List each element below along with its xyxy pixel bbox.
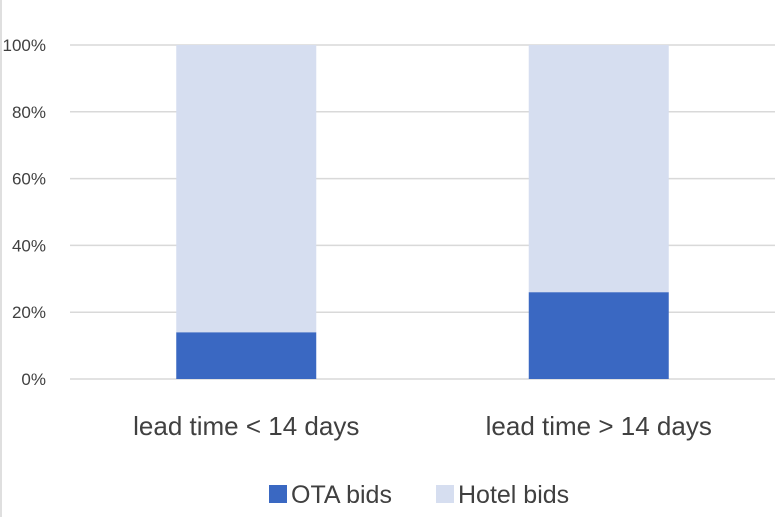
bar-hotel-bids-1 [528,45,669,293]
x-category-label-0: lead time < 14 days [133,411,359,441]
y-tick-label-0: 0% [21,370,46,389]
y-tick-label-40: 40% [12,236,46,255]
bar-hotel-bids-0 [176,45,317,333]
bars [176,45,669,379]
y-axis-tick-labels: 0% 20% 40% 60% 80% 100% [3,36,46,389]
legend-swatch-hotel-bids [436,485,454,503]
legend-label-hotel-bids: Hotel bids [458,481,569,509]
x-category-label-1: lead time > 14 days [486,411,712,441]
legend-label-ota-bids: OTA bids [291,481,392,509]
x-axis-category-labels: lead time < 14 days lead time > 14 days [133,411,712,441]
y-tick-label-100: 100% [3,36,46,55]
y-tick-label-80: 80% [12,103,46,122]
legend: OTA bids Hotel bids [269,481,569,509]
bar-ota-bids-1 [528,292,669,379]
y-tick-label-20: 20% [12,303,46,322]
gridlines [70,44,775,380]
y-tick-label-60: 60% [12,170,46,189]
legend-swatch-ota-bids [269,485,287,503]
bar-ota-bids-0 [176,332,317,379]
